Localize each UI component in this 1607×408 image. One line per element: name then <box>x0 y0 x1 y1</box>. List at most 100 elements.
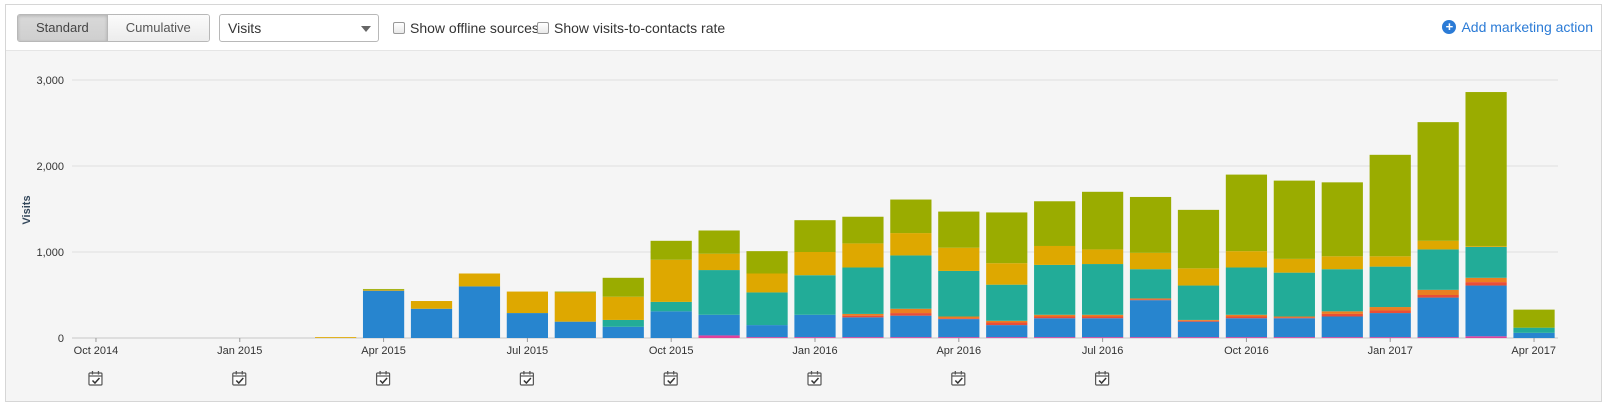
bar-segment[interactable] <box>1369 256 1411 267</box>
bar-segment[interactable] <box>1273 258 1315 273</box>
bar-segment[interactable] <box>842 267 884 314</box>
bar-segment[interactable] <box>1273 180 1315 259</box>
bar-segment[interactable] <box>890 199 932 234</box>
bar-segment[interactable] <box>1129 196 1172 253</box>
bar-segment[interactable] <box>458 273 501 287</box>
calendar-check-icon[interactable] <box>807 371 822 386</box>
bar-segment[interactable] <box>1034 318 1076 338</box>
bar-segment[interactable] <box>1417 297 1459 338</box>
bar-segment[interactable] <box>1082 191 1124 250</box>
bar-segment[interactable] <box>890 315 932 338</box>
metric-select[interactable]: Visits <box>219 14 379 42</box>
bar-segment[interactable] <box>986 263 1028 285</box>
bar-segment[interactable] <box>1417 337 1459 338</box>
bar-segment[interactable] <box>1321 337 1363 338</box>
bar-segment[interactable] <box>890 233 932 256</box>
bar-segment[interactable] <box>842 317 884 338</box>
bar-segment[interactable] <box>602 326 644 338</box>
calendar-check-icon[interactable] <box>663 371 678 386</box>
bar-segment[interactable] <box>794 252 836 276</box>
bar-segment[interactable] <box>1369 307 1411 311</box>
bar-segment[interactable] <box>458 286 501 338</box>
bar-segment[interactable] <box>602 319 644 327</box>
bar-segment[interactable] <box>1034 245 1076 265</box>
bar-segment[interactable] <box>1465 285 1507 337</box>
calendar-check-icon[interactable] <box>951 371 966 386</box>
bar-segment[interactable] <box>1321 182 1363 257</box>
bar-segment[interactable] <box>1177 319 1220 321</box>
bar-segment[interactable] <box>1321 269 1363 312</box>
bar-segment[interactable] <box>1129 298 1172 300</box>
bar-segment[interactable] <box>506 291 548 314</box>
bar-segment[interactable] <box>1177 209 1220 269</box>
bar-segment[interactable] <box>1225 314 1268 317</box>
bar-segment[interactable] <box>1465 92 1507 246</box>
bar-segment[interactable] <box>650 259 692 302</box>
calendar-check-icon[interactable] <box>1095 371 1110 386</box>
bar-segment[interactable] <box>1369 313 1411 338</box>
bar-segment[interactable] <box>1273 272 1315 317</box>
bar-segment[interactable] <box>1225 267 1268 315</box>
bar-segment[interactable] <box>506 313 548 338</box>
bar-segment[interactable] <box>362 288 405 290</box>
bar-segment[interactable] <box>842 243 884 268</box>
bar-segment[interactable] <box>746 292 788 326</box>
bar-segment[interactable] <box>1465 245 1507 247</box>
bar-segment[interactable] <box>698 270 740 315</box>
checkbox-box[interactable] <box>537 22 549 34</box>
bar-segment[interactable] <box>1034 316 1076 319</box>
bar-segment[interactable] <box>1321 313 1363 317</box>
bar-segment[interactable] <box>410 308 453 338</box>
cumulative-button[interactable]: Cumulative <box>106 15 209 41</box>
calendar-check-icon[interactable] <box>88 371 103 386</box>
bar-segment[interactable] <box>1082 318 1124 338</box>
bar-segment[interactable] <box>890 255 932 309</box>
bar-segment[interactable] <box>890 308 932 314</box>
bar-segment[interactable] <box>794 220 836 252</box>
bar-segment[interactable] <box>938 337 980 338</box>
bar-segment[interactable] <box>1417 295 1459 298</box>
bar-segment[interactable] <box>1034 337 1076 338</box>
bar-segment[interactable] <box>1129 299 1172 301</box>
bar-segment[interactable] <box>602 296 644 320</box>
bar-segment[interactable] <box>1273 318 1315 338</box>
bar-segment[interactable] <box>1225 316 1268 319</box>
bar-segment[interactable] <box>938 247 980 271</box>
bar-segment[interactable] <box>554 291 596 293</box>
bar-segment[interactable] <box>986 320 1028 323</box>
bar-segment[interactable] <box>986 322 1028 326</box>
bar-segment[interactable] <box>1417 240 1459 250</box>
bar-segment[interactable] <box>746 325 788 338</box>
bar-segment[interactable] <box>315 337 357 338</box>
bar-segment[interactable] <box>1465 246 1507 278</box>
bar-segment[interactable] <box>1513 332 1555 338</box>
bar-segment[interactable] <box>1369 337 1411 338</box>
bar-segment[interactable] <box>794 314 836 338</box>
bar-segment[interactable] <box>842 313 884 316</box>
bar-segment[interactable] <box>890 313 932 316</box>
bar-segment[interactable] <box>1082 249 1124 265</box>
bar-segment[interactable] <box>1465 277 1507 283</box>
add-marketing-action-link[interactable]: + Add marketing action <box>1442 19 1593 35</box>
bar-segment[interactable] <box>842 315 884 318</box>
bar-segment[interactable] <box>938 318 980 320</box>
bar-segment[interactable] <box>794 337 836 338</box>
bar-segment[interactable] <box>554 321 596 338</box>
bar-segment[interactable] <box>650 311 692 338</box>
bar-segment[interactable] <box>698 253 740 271</box>
bar-segment[interactable] <box>1321 311 1363 314</box>
bar-segment[interactable] <box>698 335 740 338</box>
visits-to-contacts-checkbox[interactable]: Show visits-to-contacts rate <box>537 19 725 37</box>
standard-button[interactable]: Standard <box>18 15 107 41</box>
bar-segment[interactable] <box>1369 266 1411 308</box>
bar-segment[interactable] <box>650 301 692 312</box>
bar-segment[interactable] <box>1417 289 1459 295</box>
bar-segment[interactable] <box>1369 154 1411 257</box>
bar-segment[interactable] <box>362 290 405 338</box>
offline-sources-checkbox[interactable]: Show offline sources <box>393 19 539 37</box>
bar-segment[interactable] <box>1129 252 1172 270</box>
bar-segment[interactable] <box>1082 264 1124 315</box>
bar-segment[interactable] <box>842 216 884 244</box>
bar-segment[interactable] <box>1177 337 1220 338</box>
bar-segment[interactable] <box>1273 337 1315 338</box>
